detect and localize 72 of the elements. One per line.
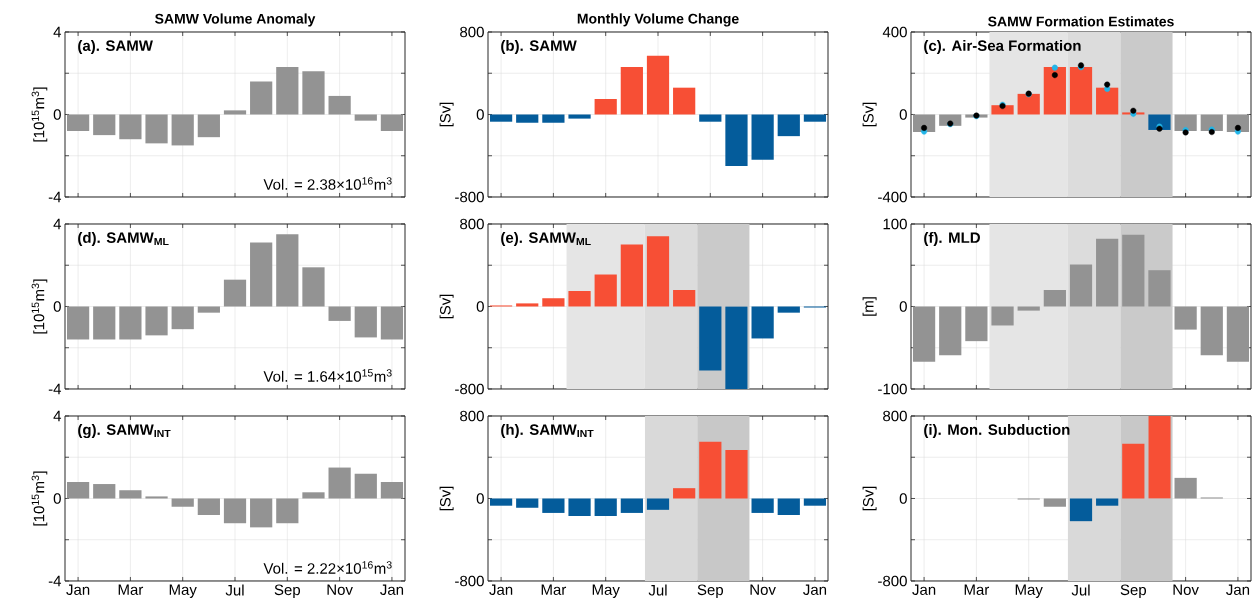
- y-tick-label: 800: [460, 26, 484, 38]
- y-tick-label: 0: [899, 109, 907, 120]
- y-tick-label: 0: [53, 109, 61, 120]
- x-tick-label: Sep: [274, 584, 301, 599]
- x-tick-label: Jan: [1226, 584, 1250, 595]
- y-tick-label: 100: [883, 218, 907, 230]
- y-tick-label: 0: [476, 109, 484, 120]
- annotation: (b). SAMW: [501, 39, 577, 54]
- y-tick-label: 4: [53, 218, 62, 230]
- x-tick-label: Nov: [327, 584, 353, 595]
- x-tick-label: Jul: [648, 584, 667, 596]
- chart-title: SAMW Volume Anomaly: [155, 13, 316, 27]
- y-tick-label: 4: [53, 410, 62, 422]
- chart-title: Monthly Volume Change: [577, 13, 739, 27]
- y-tick-label: -4: [48, 191, 62, 203]
- y-tick-label: -4: [48, 575, 62, 587]
- x-tick-label: Jul: [225, 584, 244, 596]
- annotation: Vol. = 1.64×10$^{15}$m$^{3}$: [263, 369, 392, 382]
- y-tick-label: 400: [882, 26, 907, 38]
- x-tick-label: May: [169, 584, 197, 598]
- annotation: (c). Air-Sea Formation: [924, 39, 1081, 54]
- y-axis-title: [Sv]: [862, 486, 877, 511]
- annotation: (h). SAMW$_{INT}$: [501, 423, 594, 438]
- y-tick-label: 0: [476, 301, 484, 312]
- y-axis-title: [Sv]: [439, 294, 454, 319]
- y-tick-label: 800: [460, 410, 484, 422]
- x-tick-label: Sep: [697, 584, 724, 599]
- y-axis-title: [Sv]: [439, 486, 454, 511]
- x-tick-label: Sep: [1120, 584, 1147, 599]
- y-tick-label: 0: [899, 301, 907, 312]
- x-tick-label: Jan: [66, 584, 90, 595]
- y-axis-title: [10$^{15}$m$^{3}$]: [31, 279, 48, 334]
- annotation: Vol. = 2.22×10$^{16}$m$^{3}$: [263, 561, 392, 574]
- y-axis-title: [m]: [862, 297, 877, 316]
- x-tick-label: Jan: [489, 584, 513, 595]
- x-tick-label: May: [592, 584, 620, 598]
- y-axis-title: [Sv]: [439, 102, 454, 127]
- x-tick-label: Mar: [964, 584, 990, 595]
- y-axis-title: [10$^{15}$m$^{3}$]: [31, 471, 48, 526]
- annotation: (e). SAMW$_{ML}$: [501, 231, 591, 246]
- y-tick-label: 0: [899, 493, 907, 504]
- x-tick-label: Jan: [912, 584, 936, 595]
- y-tick-label: 800: [460, 218, 484, 230]
- x-tick-label: May: [1015, 584, 1043, 598]
- x-tick-label: Jul: [1071, 584, 1090, 596]
- x-tick-label: Jan: [380, 584, 404, 595]
- x-tick-label: Nov: [750, 584, 776, 595]
- y-tick-label: 4: [53, 26, 62, 38]
- y-tick-label: 800: [883, 410, 907, 422]
- y-axis-title: [10$^{15}$m$^{3}$]: [31, 87, 48, 142]
- y-tick-label: -400: [878, 191, 907, 203]
- y-tick-label: -4: [48, 383, 62, 395]
- annotation: (g). SAMW$_{INT}$: [78, 423, 171, 439]
- y-tick-label: 0: [53, 493, 61, 504]
- y-tick-label: -800: [878, 575, 907, 587]
- y-tick-label: 0: [53, 301, 61, 312]
- y-tick-label: -800: [455, 191, 484, 203]
- y-axis-title: [Sv]: [862, 102, 877, 127]
- y-tick-label: -800: [455, 383, 484, 395]
- chart-title: SAMW Formation Estimates: [988, 16, 1174, 27]
- annotation: (d). SAMW$_{ML}$: [78, 231, 169, 246]
- x-tick-label: Jan: [803, 584, 827, 595]
- x-tick-label: Mar: [118, 584, 144, 595]
- y-tick-label: 0: [476, 493, 484, 504]
- annotation: (a). SAMW: [78, 39, 153, 54]
- x-tick-label: Mar: [541, 584, 567, 595]
- y-tick-label: -800: [455, 575, 484, 587]
- annotation: Vol. = 2.38×10$^{16}$m$^{3}$: [263, 177, 392, 190]
- y-tick-label: -100: [878, 383, 907, 395]
- annotation: (f). MLD: [924, 231, 980, 246]
- x-tick-label: Nov: [1173, 584, 1199, 595]
- annotation: (i). Mon. Subduction: [924, 423, 1070, 438]
